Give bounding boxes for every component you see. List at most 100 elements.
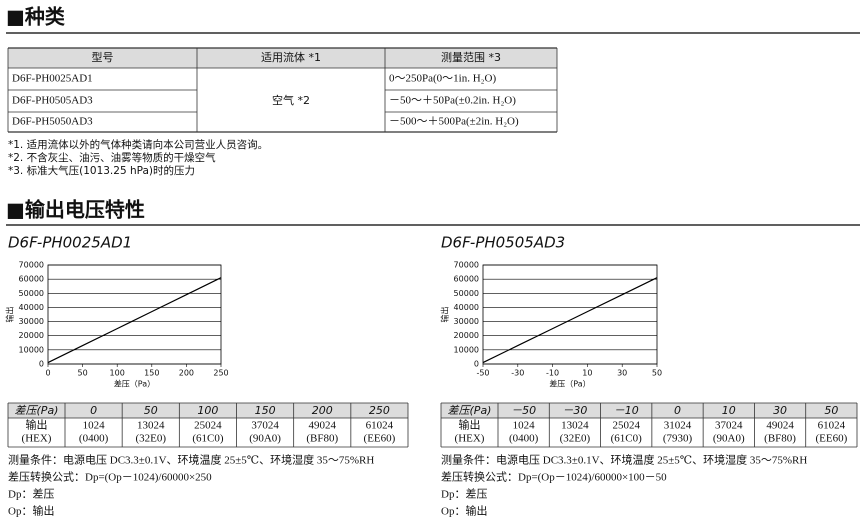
cell: 1024 — [513, 420, 536, 432]
column-header: 50 — [824, 404, 838, 417]
column-header: 50 — [144, 404, 158, 417]
cell: 37024 — [251, 420, 279, 432]
chart-title: D6F-PH0025AD1 — [8, 234, 132, 252]
cell: (32E0) — [560, 433, 591, 445]
cell: (7930) — [663, 433, 693, 445]
y-tick-label: 20000 — [19, 331, 44, 340]
x-tick-label: 10 — [582, 369, 592, 378]
column-header: 0 — [90, 404, 97, 417]
column-header: －30 — [562, 404, 587, 417]
condition: Dp：差压 — [441, 487, 487, 501]
y-tick-label: 0 — [474, 360, 479, 369]
cell: 37024 — [715, 420, 743, 432]
condition: 测量条件：电源电压 DC3.3±0.1V、环境温度 25±5℃、环境湿度 35～… — [441, 453, 807, 467]
cell: 61024 — [818, 420, 846, 432]
table-header: 差压(Pa) — [15, 404, 59, 417]
column-header: －50 — [511, 404, 536, 417]
column-header: 0 — [674, 404, 681, 417]
condition: 测量条件：电源电压 DC3.3±0.1V、环境温度 25±5℃、环境湿度 35～… — [8, 453, 374, 467]
cell: 49024 — [309, 420, 337, 432]
cell: 13024 — [561, 420, 589, 432]
condition: Op：输出 — [441, 504, 487, 518]
cell: (BF80) — [764, 433, 796, 445]
column-header: 100 — [197, 404, 218, 417]
cell: (90A0) — [249, 433, 281, 445]
y-tick-label: 40000 — [19, 303, 44, 312]
column-header: 200 — [312, 404, 333, 417]
model: D6F-PH0025AD1 — [12, 73, 93, 85]
column-header: 10 — [722, 404, 736, 417]
x-tick-label: 50 — [652, 369, 662, 378]
table-header-bg — [441, 403, 857, 418]
fluid: 空气 *2 — [272, 93, 310, 107]
condition: Op：输出 — [8, 504, 54, 518]
cell: 13024 — [137, 420, 165, 432]
row-label: 输出 — [459, 418, 481, 432]
x-tick-label: -50 — [476, 369, 489, 378]
plot-frame — [47, 264, 222, 365]
model: D6F-PH5050AD3 — [12, 116, 93, 128]
cell: 61024 — [366, 420, 394, 432]
table-header: 适用流体 *1 — [261, 50, 321, 64]
cell: (61C0) — [192, 433, 224, 445]
cell: 25024 — [612, 420, 640, 432]
y-tick-label: 50000 — [454, 289, 479, 298]
condition: 差压转换公式：Dp=(Op－1024)/60000×100－50 — [441, 470, 667, 484]
condition: 差压转换公式：Dp=(Op－1024)/60000×250 — [8, 470, 212, 484]
x-tick-label: 30 — [617, 369, 627, 378]
cell: (32E0) — [135, 433, 166, 445]
y-tick-label: 40000 — [454, 303, 479, 312]
cell: (EE60) — [815, 433, 847, 445]
y-tick-label: 30000 — [454, 317, 479, 326]
x-tick-label: 200 — [179, 369, 194, 378]
section-title: ■种类 — [6, 5, 65, 29]
y-tick-label: 10000 — [19, 345, 44, 354]
note: *1. 适用流体以外的气体种类请向本公司营业人员咨询。 — [8, 138, 268, 151]
section-title: ■输出电压特性 — [6, 198, 145, 222]
y-tick-label: 20000 — [454, 331, 479, 340]
table-header: 型号 — [92, 50, 114, 64]
y-tick-label: 70000 — [19, 261, 44, 270]
cell: (61C0) — [611, 433, 643, 445]
y-axis-label: 输出 — [5, 307, 15, 323]
range: －500～＋500Pa(±2in. H₂O) — [389, 116, 519, 128]
y-tick-label: 60000 — [19, 275, 44, 284]
y-tick-label: 30000 — [19, 317, 44, 326]
chart-title: D6F-PH0505AD3 — [441, 234, 565, 252]
x-tick-label: 100 — [110, 369, 125, 378]
cell: (90A0) — [713, 433, 745, 445]
cell: (0400) — [79, 433, 109, 445]
x-tick-label: 250 — [213, 369, 228, 378]
table-header: 测量范围 *3 — [441, 50, 501, 64]
model: D6F-PH0505AD3 — [12, 95, 93, 107]
x-tick-label: -30 — [511, 369, 524, 378]
y-axis-label: 输出 — [440, 307, 450, 323]
y-tick-label: 10000 — [454, 345, 479, 354]
x-tick-label: 50 — [78, 369, 88, 378]
cell: 49024 — [766, 420, 794, 432]
x-tick-label: 150 — [144, 369, 159, 378]
column-header: 250 — [369, 404, 390, 417]
x-tick-label: 0 — [45, 369, 50, 378]
note: *2. 不含灰尘、油污、油雾等物质的干燥空气 — [8, 151, 216, 164]
row-label: (HEX) — [22, 433, 52, 445]
cell: 31024 — [664, 420, 692, 432]
cell: 1024 — [83, 420, 106, 432]
y-tick-label: 0 — [39, 360, 44, 369]
row-label: (HEX) — [455, 433, 485, 445]
cell: 25024 — [194, 420, 222, 432]
data-line — [482, 277, 658, 364]
range: －50～＋50Pa(±0.2in. H₂O) — [389, 95, 516, 107]
data-line — [47, 277, 222, 364]
column-header: －10 — [614, 404, 639, 417]
plot-frame — [482, 264, 658, 365]
column-header: 30 — [773, 404, 787, 417]
y-tick-label: 60000 — [454, 275, 479, 284]
cell: (EE60) — [364, 433, 396, 445]
table-header-bg — [8, 48, 557, 68]
x-axis-label: 差压（Pa） — [114, 379, 155, 389]
row-label: 输出 — [26, 418, 48, 432]
note: *3. 标准大气压(1013.25 hPa)时的压力 — [8, 164, 195, 177]
